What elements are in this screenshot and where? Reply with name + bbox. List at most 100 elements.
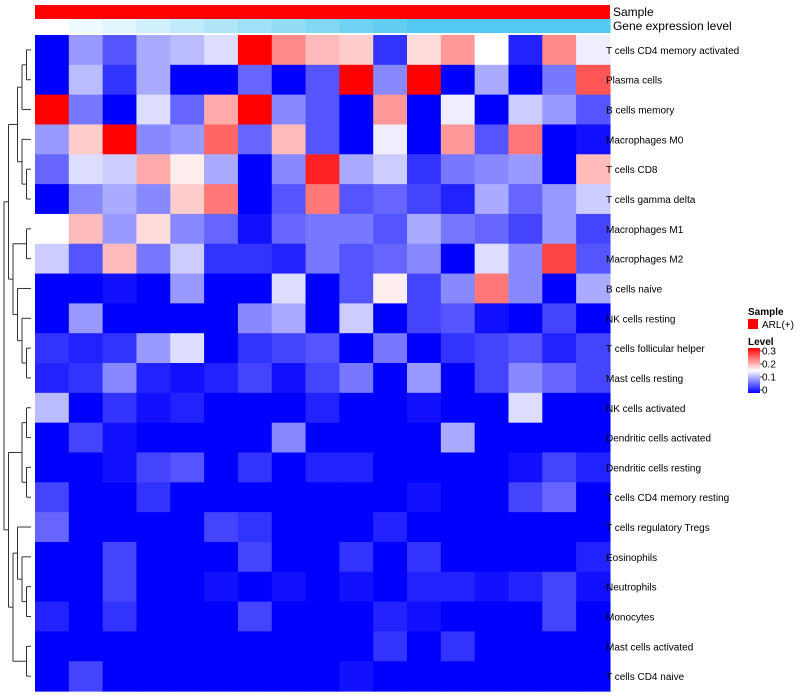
heatmap-cell [271,273,307,304]
heatmap-cell [576,363,611,394]
expression-annotation-cell [102,19,138,33]
heatmap-cell [35,422,70,454]
heatmap-cell [35,35,70,66]
heatmap-cell [440,273,476,304]
row-label: B cells memory [606,106,674,117]
heatmap-cell [339,64,374,96]
heatmap-cell [373,631,408,662]
heatmap-cell [136,452,171,483]
heatmap-cell [237,243,273,275]
heatmap-cell [542,273,577,304]
heatmap-cell [508,303,543,334]
expression-annotation-cell [305,19,340,33]
heatmap-cell [339,154,374,185]
heatmap-cell [508,363,543,394]
heatmap-cell [339,363,374,394]
heatmap-cell [440,124,476,155]
heatmap-cell [35,392,70,424]
heatmap-cell [373,452,408,483]
row-label: Plasma cells [606,76,662,87]
heatmap-cell [204,184,239,215]
heatmap-cell [339,422,374,454]
heatmap-cells [35,35,611,692]
heatmap-cell [204,482,239,513]
heatmap-cell [474,154,510,185]
heatmap-cell [339,482,374,513]
heatmap-cell [271,363,307,394]
heatmap-cell [407,303,442,334]
heatmap-cell [474,661,510,692]
heatmap-cell [204,601,239,632]
heatmap-cell [204,273,239,304]
heatmap-cell [204,631,239,662]
heatmap-cell [35,363,70,394]
row-label: Eosinophils [606,553,657,564]
heatmap-cell [237,35,273,66]
heatmap-cell [576,482,611,513]
heatmap-cell [170,154,205,185]
heatmap-cell [305,512,340,543]
heatmap-cell [237,482,273,513]
heatmap-cell [474,422,510,454]
heatmap-cell [508,422,543,454]
heatmap-cell [407,64,442,96]
heatmap-cell [271,243,307,275]
heatmap-cell [339,94,374,126]
heatmap-cell [407,363,442,394]
heatmap-cell [407,124,442,155]
heatmap-cell [136,184,171,215]
heatmap-cell [136,363,171,394]
heatmap-cell [102,661,138,692]
heatmap-cell [35,452,70,483]
heatmap-cell [373,35,408,66]
heatmap-cell [271,154,307,185]
heatmap-cell [305,94,340,126]
heatmap-cell [35,541,70,573]
heatmap-cell [271,64,307,96]
heatmap-cell [136,154,171,185]
heatmap-cell [136,541,171,573]
heatmap-cell [237,333,273,364]
heatmap-cell [68,273,104,304]
heatmap-cell [440,571,476,603]
heatmap-cell [508,392,543,424]
heatmap-cell [576,631,611,662]
heatmap-cell [68,303,104,334]
heatmap-cell [35,64,70,96]
heatmap-cell [170,333,205,364]
heatmap-cell [576,273,611,304]
heatmap-cell [237,184,273,215]
heatmap-cell [440,243,476,275]
heatmap-cell [508,333,543,364]
heatmap-cell [373,213,408,245]
heatmap-cell [373,303,408,334]
expression-annotation-cell [237,19,273,33]
heatmap-cell [170,213,205,245]
heatmap-cell [407,184,442,215]
heatmap-cell [237,541,273,573]
heatmap-cell [542,303,577,334]
heatmap-cell [35,661,70,692]
annotation-label-expression: Gene expression level [613,19,732,33]
heatmap-cell [407,422,442,454]
heatmap-cell [407,35,442,66]
heatmap-cell [576,154,611,185]
heatmap-cell [373,273,408,304]
heatmap-cell [204,541,239,573]
heatmap-cell [339,273,374,304]
expression-annotation-cell [508,19,543,33]
heatmap-cell [271,303,307,334]
heatmap-cell [542,333,577,364]
heatmap-cell [237,64,273,96]
legend-level-title: Level [748,337,774,348]
heatmap-cell [407,154,442,185]
heatmap-cell [373,243,408,275]
heatmap-cell [271,392,307,424]
heatmap-cell [339,213,374,245]
heatmap-cell [271,452,307,483]
row-label: T cells CD4 naive [606,672,685,683]
heatmap-cell [68,512,104,543]
heatmap-cell [237,154,273,185]
